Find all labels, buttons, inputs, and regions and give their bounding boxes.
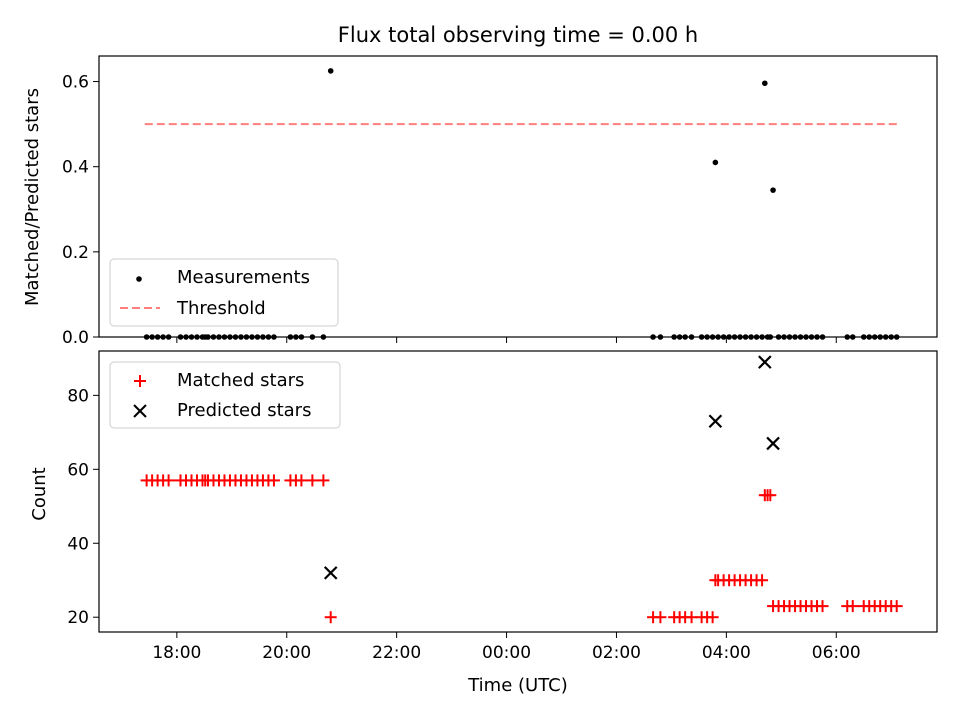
- measurement-point: [770, 187, 776, 193]
- predicted-star-points: [323, 355, 780, 580]
- matched-star-point: [162, 474, 175, 487]
- legend-threshold-label: Threshold: [176, 298, 266, 319]
- matched-star-point: [706, 611, 719, 624]
- bottom-plot-frame: [98, 350, 938, 633]
- top-legend-box: [109, 258, 339, 327]
- measurement-point: [712, 159, 719, 166]
- bottom-ytick-label: 20: [67, 608, 89, 628]
- bottom-ytick-label: 40: [67, 534, 89, 554]
- matched-star-point: [295, 474, 308, 487]
- top-ytick-label: 0.4: [62, 158, 89, 178]
- xtick-label: 20:00: [262, 643, 311, 663]
- matched-star-point: [654, 611, 667, 624]
- matched-star-point: [267, 474, 280, 487]
- bottom-y-axis-label: Count: [29, 467, 50, 520]
- matched-star-point: [890, 600, 903, 613]
- top-ytick-label: 0.6: [62, 73, 89, 93]
- bottom-ytick-label: 80: [67, 386, 89, 406]
- top-plot-frame: [98, 55, 938, 338]
- bottom-ytick-label: 60: [67, 460, 89, 480]
- top-legend: Measurements Threshold: [109, 258, 339, 327]
- predicted-star-point: [708, 414, 723, 429]
- bottom-legend: Matched stars Predicted stars: [109, 361, 341, 429]
- xtick-label: 22:00: [372, 643, 421, 663]
- matched-star-point: [306, 474, 319, 487]
- xtick-label: 06:00: [812, 643, 861, 663]
- top-y-axis-label: Matched/Predicted stars: [22, 88, 43, 306]
- top-axes: 0.0 0.2 0.4 0.6 Matched/Predicted stars Mea…: [22, 55, 938, 348]
- matched-star-point: [846, 600, 859, 613]
- bottom-axes: 20 40 60 80 18:00 20:00 22:00 00:00 02:00 04:00 0…: [29, 350, 938, 696]
- predicted-star-point: [766, 436, 780, 451]
- bottom-x-ticks: 18:00 20:00 22:00 00:00 02:00 04:00 06:00: [152, 632, 861, 663]
- xtick-label: 02:00: [592, 643, 641, 663]
- xtick-label: 04:00: [702, 643, 751, 663]
- top-ytick-label: 0.0: [62, 328, 89, 348]
- bottom-legend-box: [109, 361, 341, 429]
- top-x-ticks: [176, 337, 837, 343]
- legend-measurements-marker: [136, 276, 142, 282]
- legend-measurements-label: Measurements: [177, 267, 310, 288]
- xtick-label: 00:00: [482, 643, 531, 663]
- chart-title: Flux total observing time = 0.00 h: [338, 23, 698, 47]
- matched-star-points: [140, 474, 903, 624]
- matched-star-point: [816, 600, 829, 613]
- matched-star-point: [324, 611, 337, 624]
- measurement-point: [762, 80, 768, 87]
- matched-star-point: [764, 489, 777, 502]
- legend-matched-marker: [134, 375, 146, 387]
- matched-star-point: [317, 474, 330, 487]
- legend-matched-label: Matched stars: [177, 370, 304, 391]
- bottom-y-ticks: 20 40 60 80: [67, 386, 99, 628]
- legend-predicted-marker: [133, 404, 147, 418]
- measurement-point: [327, 68, 334, 74]
- xtick-label: 18:00: [152, 643, 201, 663]
- top-ytick-label: 0.2: [62, 243, 89, 263]
- matched-star-point: [756, 574, 769, 587]
- legend-predicted-label: Predicted stars: [177, 400, 311, 421]
- predicted-star-point: [323, 566, 338, 580]
- top-y-ticks: 0.0 0.2 0.4 0.6: [62, 73, 99, 348]
- matched-star-point: [685, 611, 698, 624]
- predicted-star-point: [758, 355, 772, 369]
- x-axis-label: Time (UTC): [467, 675, 568, 696]
